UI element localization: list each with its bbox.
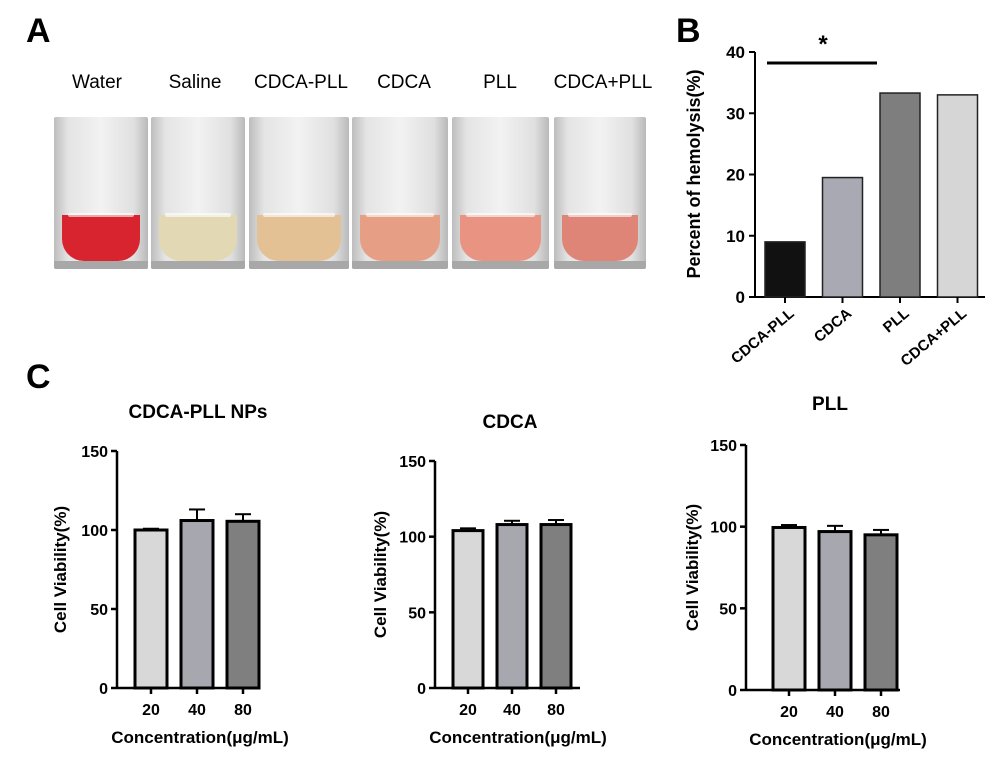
- y-tick-label: 150: [710, 438, 737, 455]
- chart-title: CDCA: [483, 412, 538, 433]
- tube-water: [54, 117, 148, 269]
- y-tick-label: 150: [81, 444, 108, 461]
- tube-cdca-plus-pll: [554, 117, 646, 269]
- x-tick-label: 80: [872, 704, 890, 721]
- y-axis-label: Cell Viability(%): [683, 504, 702, 631]
- x-tick-label: 80: [234, 702, 252, 719]
- bar-pll: [879, 92, 921, 298]
- tube-label-pll: PLL: [483, 72, 517, 93]
- panel-letter-c: C: [26, 358, 51, 396]
- tube-label-water: Water: [72, 72, 122, 93]
- tube-label-cdca-pll: CDCA-PLL: [254, 72, 348, 93]
- x-tick-label: 20: [780, 704, 798, 721]
- tube-label-cdca-plus-pll: CDCA+PLL: [553, 72, 653, 93]
- y-axis-label: Cell Viability(%): [371, 511, 390, 638]
- y-tick-label: 30: [726, 104, 745, 123]
- panel-letter-a: A: [26, 12, 51, 50]
- tube-liquid: [62, 215, 140, 261]
- tube-liquid: [159, 215, 237, 261]
- x-axis-label: Concentration(μg/mL): [749, 730, 927, 749]
- y-tick-label: 0: [417, 681, 426, 698]
- x-tick-label: 80: [547, 702, 565, 719]
- y-tick-label: 10: [726, 227, 745, 246]
- y-tick-label: 100: [81, 523, 108, 540]
- y-tick-label: 0: [728, 683, 737, 700]
- tube-cdca-pll: [249, 117, 349, 269]
- y-tick-label: 50: [719, 601, 737, 618]
- tube-cdca: [352, 117, 448, 269]
- x-axis-label: Concentration(μg/mL): [429, 728, 607, 747]
- tube-pll: [452, 117, 549, 269]
- significance-marker: *: [818, 31, 828, 58]
- tube-liquid: [360, 215, 440, 261]
- y-axis-label: Percent of hemolysis(%): [684, 69, 704, 278]
- y-tick-label: 100: [399, 530, 426, 547]
- y-tick-label: 20: [726, 166, 745, 185]
- x-tick-label: 40: [188, 702, 206, 719]
- tube-saline: [151, 117, 245, 269]
- x-tick-label: 40: [503, 702, 521, 719]
- bar-cdca: [821, 176, 864, 298]
- tube-liquid: [562, 215, 638, 261]
- y-tick-label: 0: [99, 681, 108, 698]
- y-tick-label: 40: [726, 43, 745, 62]
- x-tick-label: 20: [459, 702, 477, 719]
- chart-title: PLL: [812, 394, 848, 415]
- bar-40: [817, 530, 853, 692]
- panel-letter-b: B: [676, 12, 701, 50]
- x-tick-label: 40: [826, 704, 844, 721]
- bar-80: [863, 533, 899, 692]
- bar-20: [771, 525, 807, 692]
- y-tick-label: 50: [408, 605, 426, 622]
- chart-title: CDCA-PLL NPs: [129, 402, 268, 423]
- tube-liquid: [460, 215, 541, 261]
- y-axis-label: Cell Viability(%): [51, 506, 70, 633]
- tube-label-cdca: CDCA: [377, 72, 431, 93]
- y-tick-label: 50: [90, 602, 108, 619]
- y-tick-label: 150: [399, 454, 426, 471]
- tube-liquid: [257, 215, 341, 261]
- bar-40: [495, 523, 529, 690]
- y-tick-label: 100: [710, 520, 737, 537]
- y-tick-label: 0: [736, 288, 745, 307]
- x-axis-label: Concentration(μg/mL): [111, 728, 289, 747]
- x-tick-label: 20: [142, 702, 160, 719]
- tube-label-saline: Saline: [168, 72, 222, 93]
